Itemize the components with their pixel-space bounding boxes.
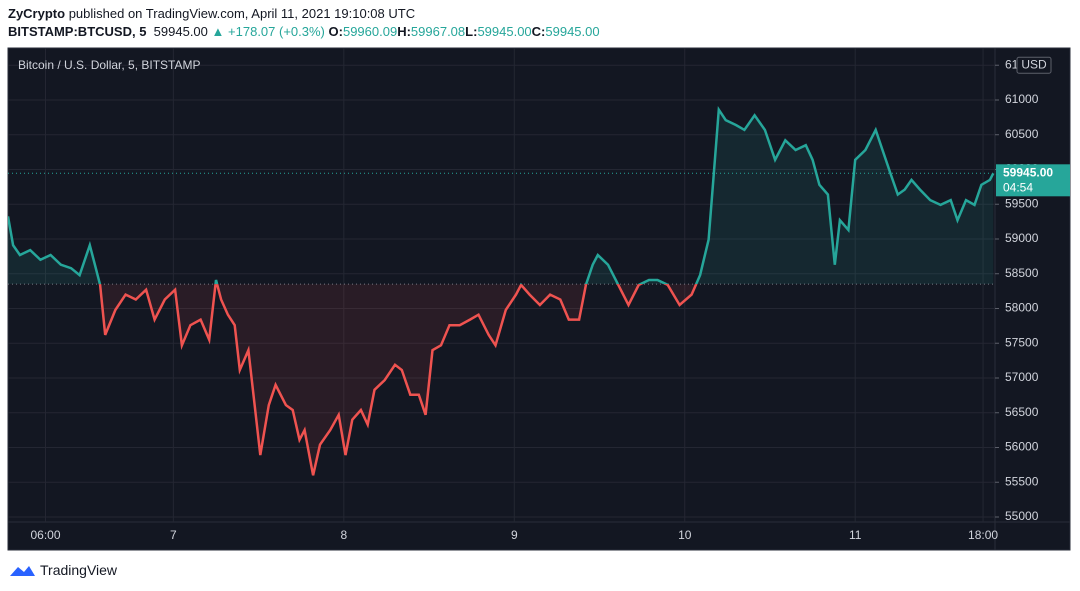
symbol: BITSTAMP:BTCUSD, 5 [8,24,147,39]
area-up [8,109,994,285]
up-arrow: ▲ [211,24,225,39]
x-tick-label: 7 [170,528,177,542]
ohlc-label: O: [328,24,343,39]
x-tick-label: 06:00 [30,528,60,542]
publish-line: ZyCrypto published on TradingView.com, A… [8,5,600,23]
symbol-line: BITSTAMP:BTCUSD, 5 59945.00 ▲ +178.07 (+… [8,23,600,41]
ohlc-value: 59967.08 [410,24,466,39]
line-up [8,105,995,285]
x-tick-label: 8 [340,528,347,542]
ohlc-value: 59945.00 [545,24,600,39]
y-tick-label: 56500 [1005,405,1039,419]
x-tick-label: 18:00 [968,528,998,542]
y-tick-label: 61000 [1005,92,1039,106]
last-price-label: 59945.00 [1003,165,1053,179]
y-tick-label: 55500 [1005,474,1039,488]
published: published on TradingView.com, April 11, … [68,6,416,21]
footer: TradingView [8,562,117,578]
currency-badge [1016,56,1052,74]
ohlc-value: 59960.09 [342,24,398,39]
line-down [98,284,698,476]
y-tick-label: 58000 [1005,301,1039,315]
ohlc: O:59960.09H:59967.08L:59945.00C:59945.00 [329,24,600,39]
last-price-badge [996,164,1070,197]
x-tick-label: 9 [511,528,518,542]
header: ZyCrypto published on TradingView.com, A… [8,5,600,41]
change: +178.07 (+0.3%) [228,24,325,39]
y-tick-label: 58500 [1005,266,1039,280]
ohlc-label: H: [397,24,411,39]
y-tick-label: 56000 [1005,440,1039,454]
y-tick-label: 57500 [1005,335,1039,349]
chart-title: Bitcoin / U.S. Dollar, 5, BITSTAMP [18,58,201,72]
ohlc-label: C: [531,24,546,39]
ohlc-value: 59945.00 [477,24,532,39]
y-tick-label: 59500 [1005,196,1039,210]
y-tick-label: 60500 [1005,127,1039,141]
y-tick-label: 61 [1005,57,1019,71]
brand: TradingView [40,562,118,578]
x-tick-label: 11 [849,528,862,542]
area-down [8,284,994,476]
price: 59945.00 [153,24,208,39]
logo [10,566,35,576]
y-tick-label: 57000 [1005,370,1039,384]
x-tick-label: 10 [678,528,692,542]
countdown: 04:54 [1003,180,1033,194]
plot-background [7,47,1071,551]
ohlc-label: L: [465,24,478,39]
y-tick-label: 59000 [1005,231,1039,245]
y-tick-label: 55000 [1005,509,1039,523]
currency: USD [1021,57,1047,71]
author: ZyCrypto [8,6,66,21]
